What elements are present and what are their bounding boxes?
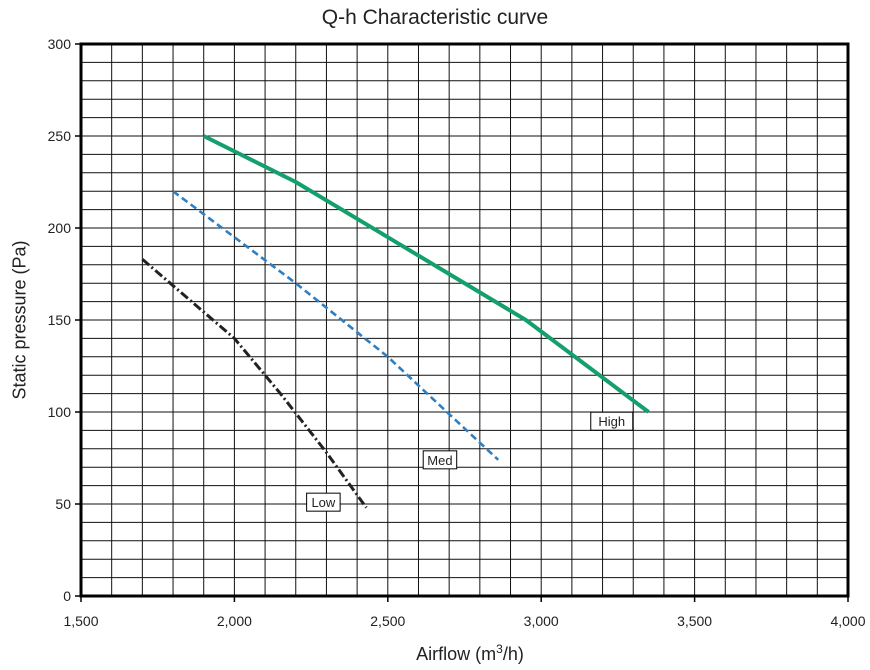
x-tick-label: 1,500 [63, 613, 98, 629]
y-tick-label: 300 [48, 36, 72, 52]
series-label-high: High [598, 414, 625, 429]
x-axis-label-superscript: 3 [496, 642, 503, 656]
x-axis-label-main: Airflow (m [416, 644, 497, 664]
x-tick-label: 2,500 [370, 613, 405, 629]
axes: 1,500 2,000 2,500 3,000 3,500 4,000 0 50 100 150 2… [48, 36, 866, 629]
y-tick-label: 150 [48, 312, 72, 328]
x-tick-label: 3,000 [524, 613, 559, 629]
series-line-med [172, 190, 500, 461]
series-labels: High Med Low [306, 411, 634, 512]
y-axis-label: Static pressure (Pa) [9, 240, 30, 400]
x-tick-label: 4,000 [830, 613, 865, 629]
series-label-box-low [306, 492, 341, 512]
x-tick-label: 3,500 [677, 613, 712, 629]
series-label-med: Med [427, 453, 452, 468]
y-tick-label: 100 [48, 404, 72, 420]
y-tick-label: 200 [48, 220, 72, 236]
series-label-low: Low [311, 495, 335, 510]
series-label-box-med [422, 450, 458, 470]
x-axis-label-end: /h) [502, 644, 524, 664]
y-tick-label: 0 [63, 588, 71, 604]
y-tick-label: 50 [55, 496, 71, 512]
chart-title: Q-h Characteristic curve [321, 6, 549, 29]
x-tick-label: 2,000 [217, 613, 252, 629]
grid-lines [81, 44, 848, 596]
y-tick-label: 250 [48, 128, 72, 144]
series-lines [141, 134, 650, 509]
series-label-box-high [590, 411, 634, 431]
x-axis-label: Airflow (m3/h) [0, 642, 870, 665]
series-line-low [141, 258, 368, 509]
series-line-high [202, 134, 650, 414]
